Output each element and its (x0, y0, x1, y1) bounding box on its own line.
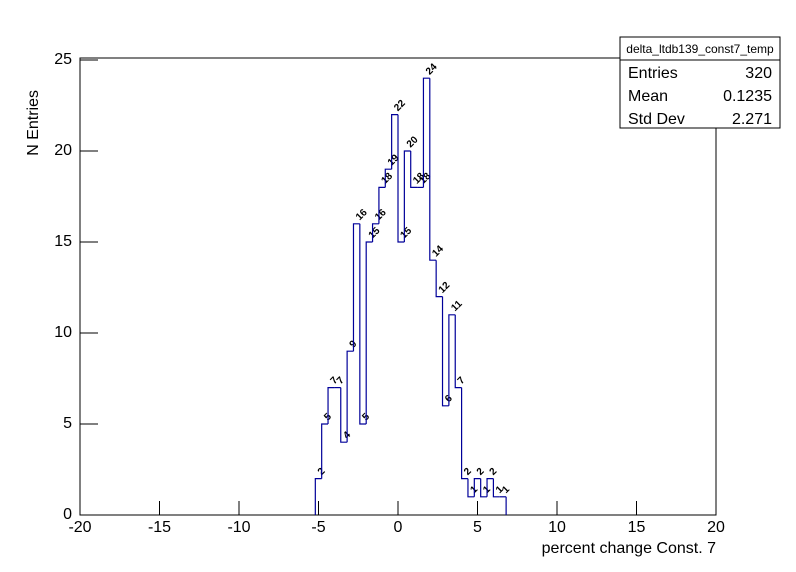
bin-value-label: 16 (373, 207, 389, 223)
histogram-bin (480, 478, 488, 498)
x-tick-label: -20 (68, 519, 91, 536)
histogram-bin (473, 478, 481, 497)
y-tick-label: 15 (54, 233, 72, 250)
histogram-bin (429, 78, 437, 261)
histogram-bin (448, 314, 456, 406)
x-tick-label: 20 (707, 519, 725, 536)
bin-value-label: 11 (449, 298, 465, 314)
x-tick-label: -5 (311, 519, 325, 536)
histogram-bin (397, 114, 405, 243)
bin-value-label: 24 (424, 61, 440, 77)
bin-value-label: 15 (399, 225, 415, 241)
x-tick-label: 0 (394, 519, 403, 536)
histogram-bin (467, 478, 475, 498)
histogram-bin (454, 314, 462, 389)
bin-value-label: 2 (475, 466, 487, 478)
bin-value-label: 14 (430, 243, 446, 259)
histogram-bin (422, 77, 430, 188)
stats-frame (619, 36, 781, 129)
x-tick-label: 5 (473, 519, 482, 536)
stats-label: Std Dev (628, 111, 685, 128)
histogram-bin (486, 478, 494, 497)
histogram-bin (314, 478, 322, 515)
x-tick-label: -10 (227, 519, 250, 536)
y-tick-label: 10 (54, 324, 72, 341)
bin-value-label: 18 (379, 171, 395, 187)
y-tick-label: 0 (63, 506, 72, 523)
histogram-bin (391, 114, 398, 170)
bin-value-label: 12 (437, 280, 453, 296)
histogram-bin (371, 223, 379, 242)
stats-value: 2.271 (732, 111, 772, 128)
histogram-bin (340, 387, 348, 443)
y-tick-label: 25 (54, 51, 72, 68)
histogram-bin (461, 387, 468, 480)
histogram-bin (359, 223, 367, 425)
bin-value-label: 16 (354, 207, 370, 223)
histogram-bin (410, 151, 418, 188)
bin-value-label: 2 (488, 466, 500, 478)
x-tick-label: 15 (628, 519, 646, 536)
histogram-bin (435, 260, 443, 298)
stats-label: Mean (628, 88, 668, 105)
histogram-bin (384, 168, 392, 188)
histogram-bin (327, 387, 335, 424)
stats-label: Entries (628, 65, 678, 82)
x-axis-label: percent change Const. 7 (542, 540, 716, 557)
bin-value-label: 22 (392, 98, 408, 114)
bin-value-label: 7 (456, 375, 468, 387)
y-axis-label: N Entries (25, 90, 42, 156)
stats-title: delta_ltdb139_const7_temp (626, 42, 774, 56)
histogram-bin (321, 423, 329, 479)
stats-value: 320 (745, 65, 772, 82)
histogram-bin (346, 350, 354, 443)
x-tick-label: -15 (148, 519, 171, 536)
bin-value-label: 19 (386, 152, 402, 168)
bin-value-label: 15 (367, 225, 383, 241)
y-tick-label: 5 (63, 415, 72, 432)
stats-box: delta_ltdb139_const7_temp (619, 36, 781, 129)
histogram-bin (492, 478, 500, 498)
histogram-bin (352, 223, 360, 352)
bin-value-label: 20 (405, 134, 421, 150)
bin-value-label: 2 (462, 466, 474, 478)
stats-value: 0.1235 (723, 88, 772, 105)
x-tick-label: 10 (548, 519, 566, 536)
histogram-bin (441, 296, 449, 407)
histogram-bin (403, 150, 411, 242)
histogram-bin (378, 186, 386, 224)
y-tick-label: 20 (54, 142, 72, 159)
histogram-bin (365, 241, 373, 424)
